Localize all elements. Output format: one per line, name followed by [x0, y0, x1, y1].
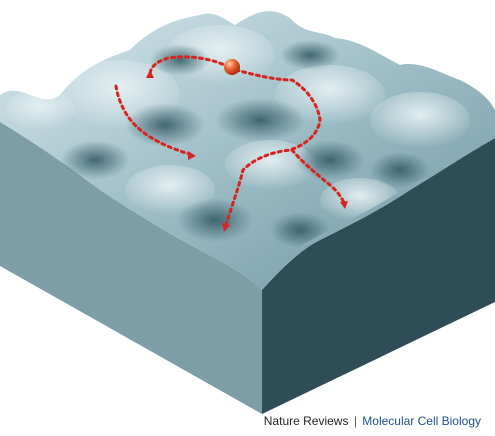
journal-name: Molecular Cell Biology	[362, 414, 481, 428]
publisher-name: Nature Reviews	[264, 414, 349, 428]
figure-credit: Nature Reviews | Molecular Cell Biology	[264, 414, 481, 428]
credit-separator: |	[352, 414, 359, 428]
ball	[224, 59, 240, 75]
